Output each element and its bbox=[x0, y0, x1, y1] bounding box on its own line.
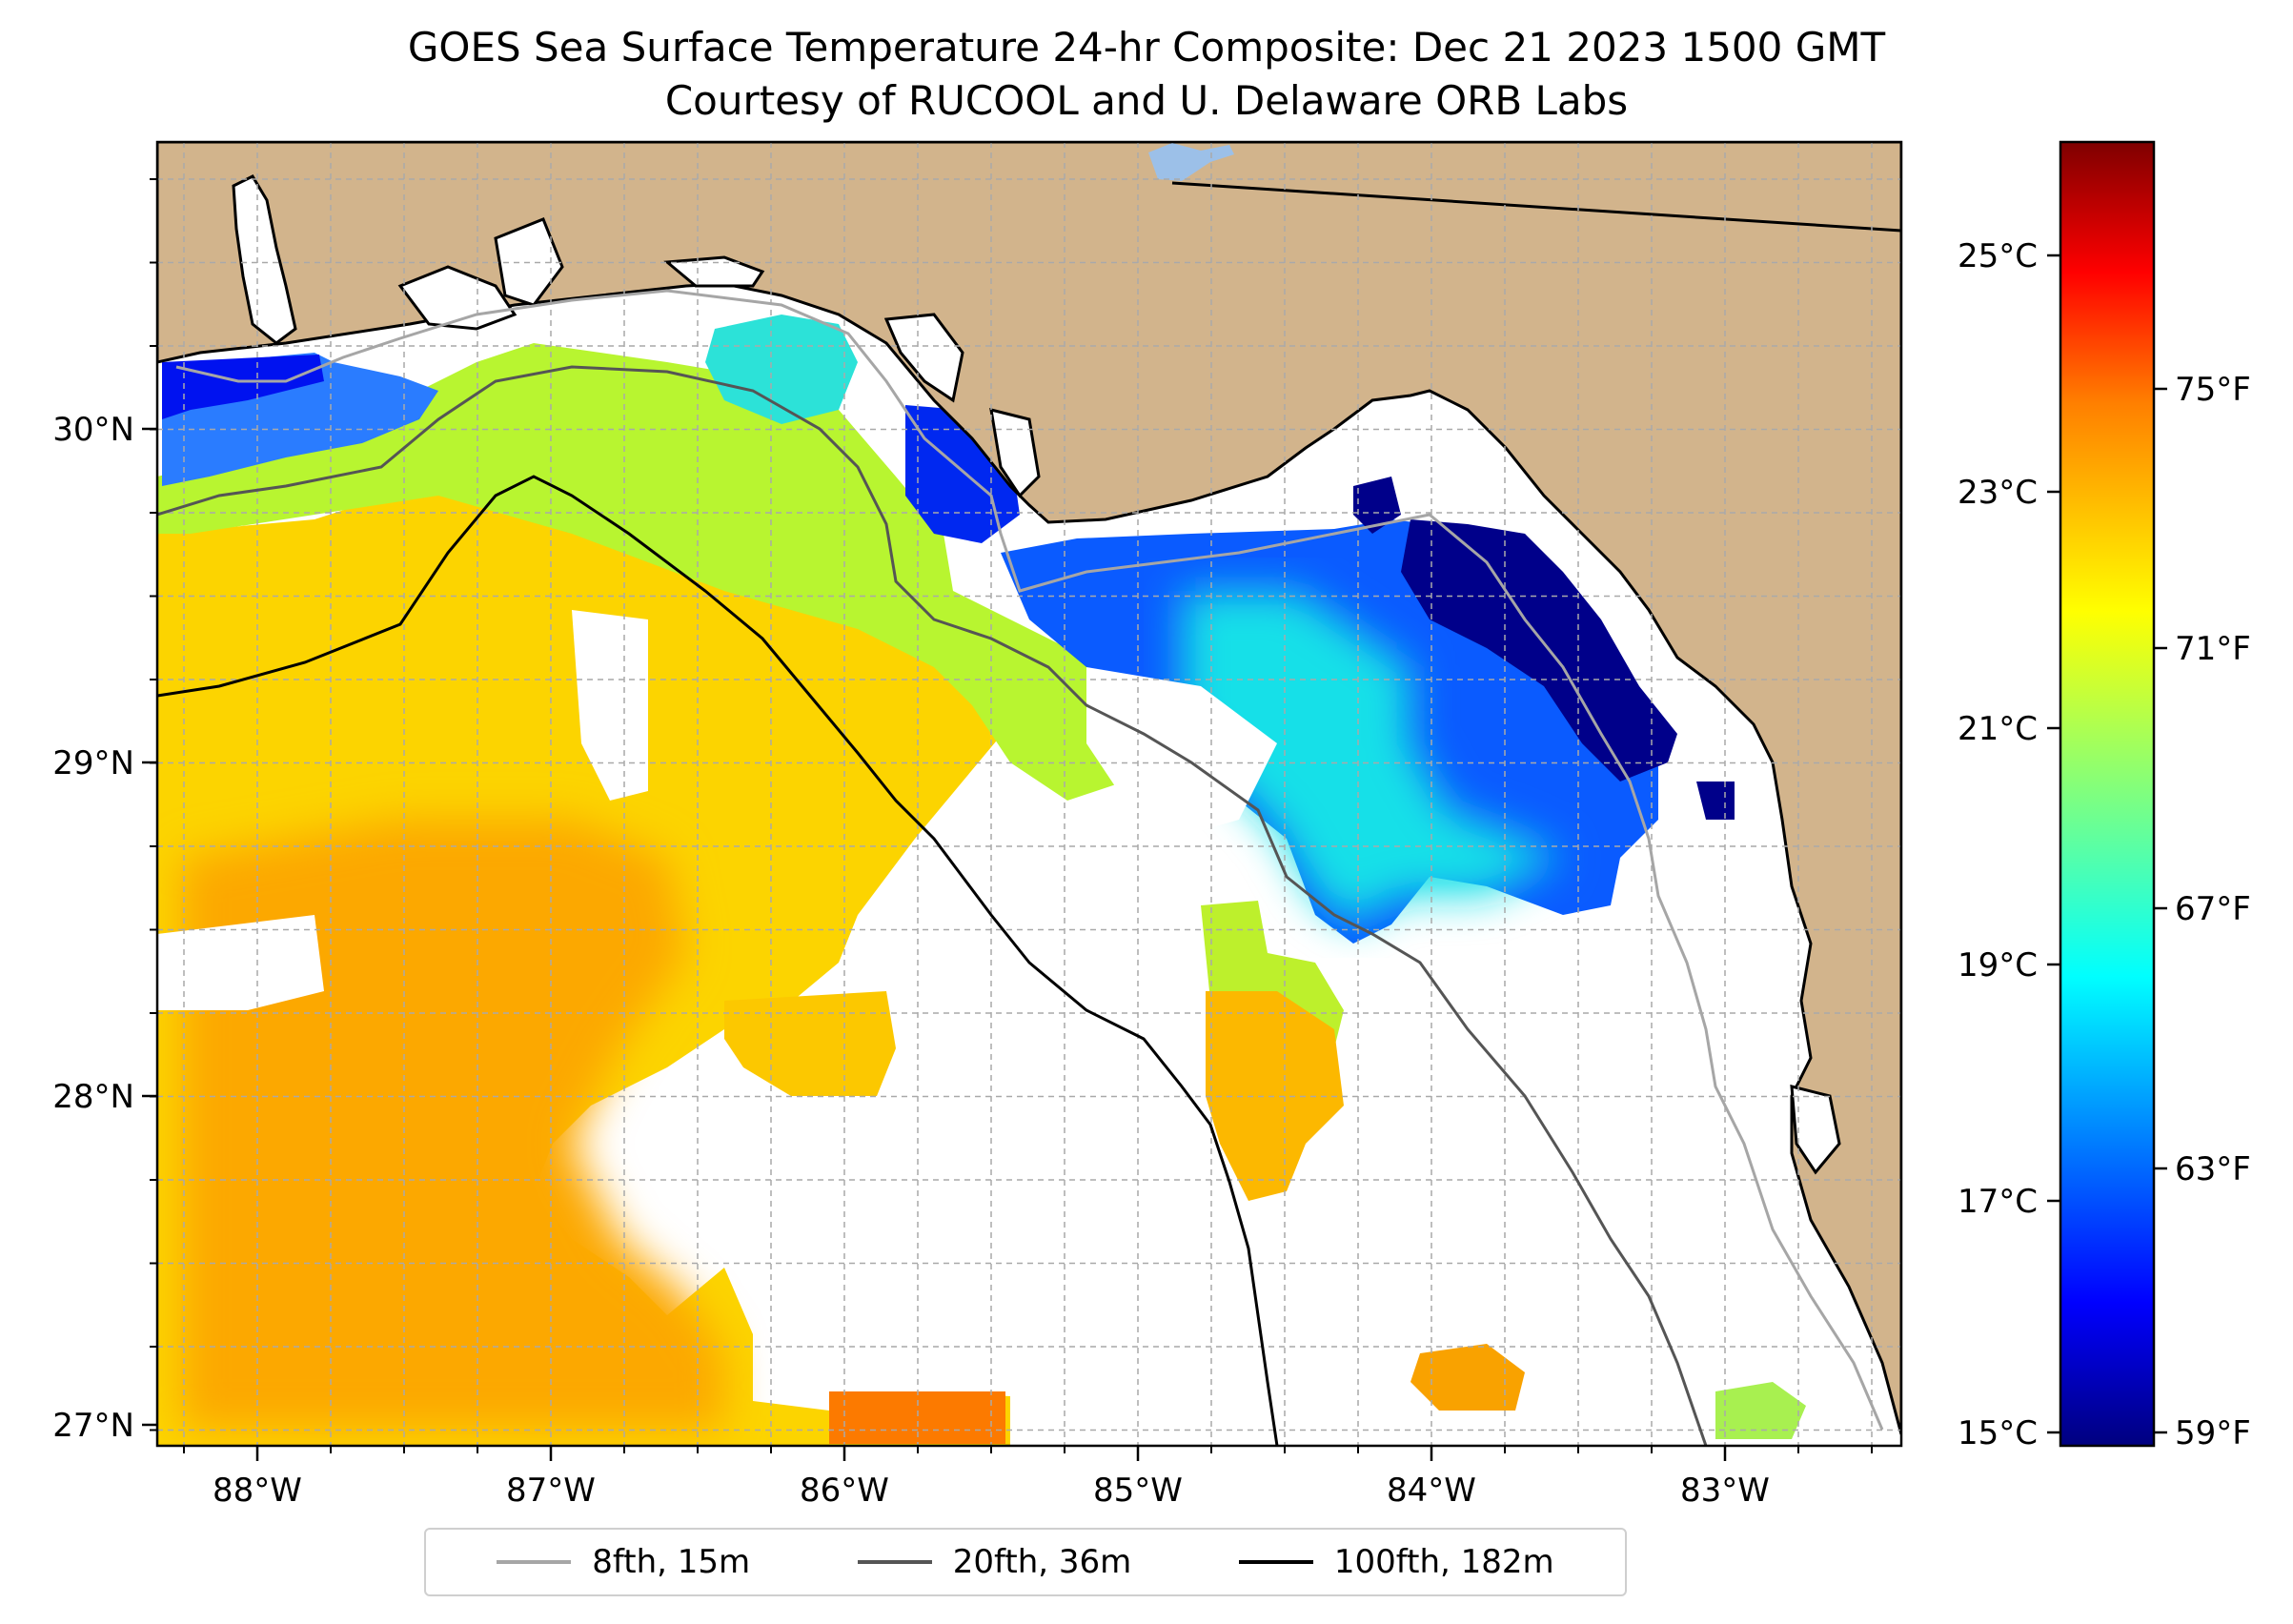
sst-shelf-green bbox=[157, 343, 1163, 801]
map-area bbox=[157, 142, 1901, 1446]
celsius-tick-label: 25°C bbox=[1958, 237, 2038, 275]
colorbar: 25°C 23°C 21°C 19°C 17°C 15°C 75°F 71°F 67°F 63°… bbox=[1958, 140, 2251, 1452]
graticule bbox=[157, 142, 1901, 1446]
isobath-legend: 8fth, 15m 20fth, 36m 100fth, 182m bbox=[424, 1528, 1627, 1596]
legend-label: 8fth, 15m bbox=[592, 1543, 751, 1581]
isobath-20fth bbox=[157, 365, 1708, 1446]
isobath-8fth bbox=[175, 289, 1884, 1431]
legend-swatch bbox=[497, 1560, 572, 1564]
fahrenheit-tick-label: 75°F bbox=[2175, 371, 2251, 409]
land-mobile-bay bbox=[232, 174, 297, 345]
lon-tick-label: 87°W bbox=[506, 1472, 596, 1510]
lat-tick-label: 29°N bbox=[52, 744, 134, 782]
sst-patch-mid bbox=[724, 991, 896, 1096]
land-bay-7 bbox=[1790, 1085, 1841, 1175]
sst-data-layer bbox=[157, 315, 1806, 1446]
lon-tick-label: 88°W bbox=[213, 1472, 302, 1510]
colorbar-fahrenheit-axis: 75°F 71°F 67°F 63°F 59°F bbox=[2154, 371, 2251, 1452]
celsius-tick-label: 17°C bbox=[1958, 1183, 2038, 1221]
fahrenheit-tick-label: 63°F bbox=[2175, 1150, 2251, 1188]
chart-subtitle: Courtesy of RUCOOL and U. Delaware ORB L… bbox=[664, 77, 1629, 124]
sst-cold-dot bbox=[1696, 782, 1735, 820]
latitude-axis: 30°N 29°N 28°N 27°N bbox=[52, 178, 157, 1445]
land-bay-5 bbox=[883, 313, 964, 403]
sst-cold-bump bbox=[1353, 477, 1401, 534]
legend-swatch bbox=[857, 1560, 932, 1564]
colorbar-gradient bbox=[2059, 140, 2156, 1448]
celsius-tick-label: 15°C bbox=[1958, 1414, 2038, 1452]
cloud-gap bbox=[572, 610, 648, 801]
colorbar-celsius-axis: 25°C 23°C 21°C 19°C 17°C 15°C bbox=[1958, 237, 2060, 1452]
land-bay-4 bbox=[663, 255, 765, 288]
isobaths bbox=[157, 289, 1884, 1446]
fahrenheit-tick-label: 71°F bbox=[2175, 630, 2251, 668]
lon-tick-label: 84°W bbox=[1387, 1472, 1476, 1510]
longitude-axis: 88°W 87°W 86°W 85°W 84°W 83°W bbox=[183, 1446, 1873, 1510]
lake bbox=[1148, 143, 1234, 181]
legend-swatch bbox=[1238, 1560, 1313, 1564]
legend-item-8fth: 8fth, 15m bbox=[497, 1543, 750, 1581]
celsius-tick-label: 21°C bbox=[1958, 710, 2038, 748]
fahrenheit-tick-label: 59°F bbox=[2175, 1414, 2251, 1452]
legend-item-20fth: 20fth, 36m bbox=[857, 1543, 1132, 1581]
legend-label: 20fth, 36m bbox=[952, 1543, 1132, 1581]
celsius-tick-label: 19°C bbox=[1958, 946, 2038, 985]
sst-patch-orange bbox=[1206, 991, 1344, 1201]
chart-title: GOES Sea Surface Temperature 24-hr Compo… bbox=[407, 24, 1886, 71]
lat-tick-label: 27°N bbox=[52, 1407, 134, 1445]
cloud-gap bbox=[1086, 667, 1277, 839]
state-border bbox=[1171, 181, 1901, 233]
sst-cyan-shelf bbox=[705, 315, 858, 424]
map-frame bbox=[155, 140, 1903, 1448]
lon-tick-label: 83°W bbox=[1680, 1472, 1770, 1510]
sst-cold-west-deep bbox=[162, 355, 324, 419]
legend-label: 100fth, 182m bbox=[1333, 1543, 1554, 1581]
lon-tick-label: 85°W bbox=[1093, 1472, 1183, 1510]
land-bay-6 bbox=[989, 407, 1041, 498]
lon-tick-label: 86°W bbox=[800, 1472, 889, 1510]
lat-tick-label: 30°N bbox=[52, 411, 134, 449]
cloud-gap bbox=[157, 915, 324, 1010]
isobath-100fth bbox=[157, 475, 1279, 1446]
sst-patch-south bbox=[1410, 1344, 1525, 1411]
fahrenheit-tick-label: 67°F bbox=[2175, 890, 2251, 928]
land-layer bbox=[157, 142, 1901, 1435]
lat-tick-label: 28°N bbox=[52, 1078, 134, 1116]
sst-cold-deep-bigbend bbox=[1401, 519, 1677, 782]
sst-cyan-bigbend bbox=[1182, 591, 1563, 924]
legend-item-100fth: 100fth, 182m bbox=[1238, 1543, 1554, 1581]
celsius-tick-label: 23°C bbox=[1958, 474, 2038, 512]
sst-patch-se bbox=[1715, 1382, 1806, 1439]
